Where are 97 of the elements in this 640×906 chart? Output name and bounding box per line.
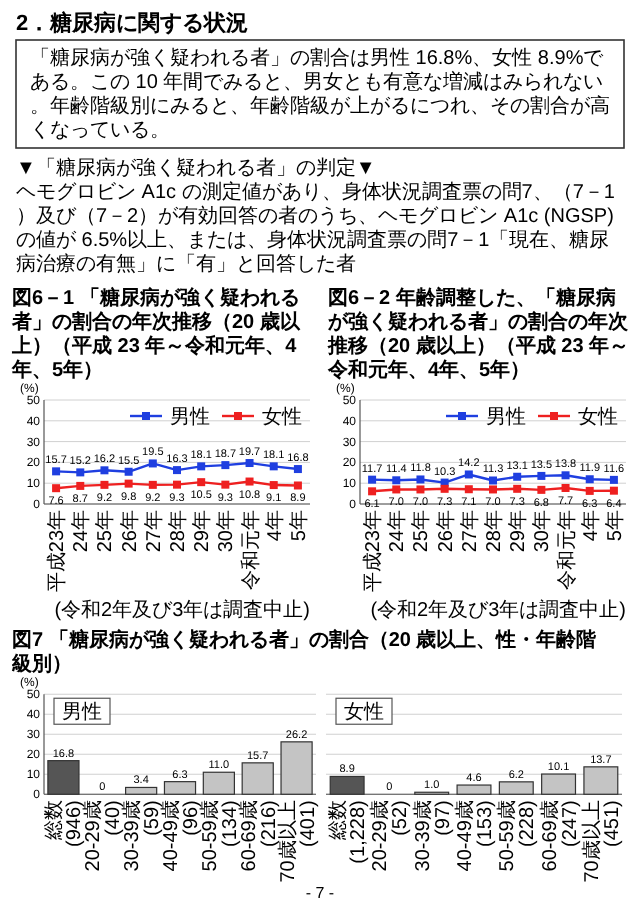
x-tick-label: 25年 xyxy=(93,510,118,553)
point xyxy=(124,467,133,476)
point xyxy=(76,468,85,477)
x-tick-label: 29年 xyxy=(506,510,531,553)
x-tick-label: 4年 xyxy=(578,510,603,542)
x-tick-label: 令和元年 xyxy=(554,510,579,590)
point xyxy=(537,485,546,494)
bar xyxy=(125,786,158,795)
text: 2．糖尿病に関する状況 xyxy=(16,10,249,36)
x-tick-label: 27年 xyxy=(141,510,166,553)
legend-label: 女性 xyxy=(262,405,302,429)
point xyxy=(489,485,497,494)
point xyxy=(197,462,206,471)
x-tick-label: 30-39歳 (97) xyxy=(410,800,455,872)
x-tick-label: 30年 xyxy=(214,510,239,553)
x-tick-label: 29年 xyxy=(190,510,215,553)
legend-label: 男性 xyxy=(170,405,210,429)
point xyxy=(392,485,401,494)
x-tick-label: 40-49歳 (153) xyxy=(453,800,497,872)
x-tick-label: 5年 xyxy=(602,510,627,542)
point xyxy=(173,466,181,475)
bar xyxy=(498,781,534,795)
x-tick-label: 50-59歳 (228) xyxy=(495,800,540,872)
point xyxy=(585,486,594,495)
x-tick-label: 27年 xyxy=(457,510,482,553)
point xyxy=(173,480,181,489)
bar xyxy=(163,781,197,795)
text: (令和2年及び3年は調査中止) xyxy=(370,598,626,623)
point xyxy=(148,459,157,468)
x-tick-label: 20-29歳 (52) xyxy=(368,800,413,872)
x-tick-label: 20-29歳 (40) xyxy=(81,800,126,872)
point xyxy=(609,486,618,495)
point xyxy=(561,483,570,492)
x-tick-label: 24年 xyxy=(385,510,410,553)
point xyxy=(245,477,254,486)
x-tick-label: 4年 xyxy=(262,510,287,542)
point xyxy=(368,475,377,484)
point xyxy=(513,472,522,481)
x-tick-label: 平成23年 xyxy=(45,510,70,593)
point xyxy=(537,471,546,480)
x-tick-label: 60-69歳 (247) xyxy=(537,800,582,872)
x-tick-label: 30年 xyxy=(530,510,555,553)
point xyxy=(269,462,278,471)
x-tick-label: 令和元年 xyxy=(238,510,263,590)
point xyxy=(76,481,85,490)
point xyxy=(100,480,109,489)
point xyxy=(124,479,133,488)
x-tick-label: 24年 xyxy=(69,510,94,553)
point xyxy=(293,481,302,490)
point xyxy=(197,478,206,487)
text: ヘモグロビン A1c の測定値があり、身体状況調査票の問7、（7－1）及び（7－2）が有効回答の者のうち、ヘモグロビン A1c (NGSP)の値が 6.5%以上、または、身体状況調査票の問7－1「現在、糖尿病治療の有無」に「有」と回答した者 xyxy=(16,180,616,276)
point xyxy=(464,485,473,494)
point xyxy=(513,484,522,493)
point xyxy=(52,484,61,493)
point xyxy=(245,459,254,468)
chart-title: 図7 「糖尿病が強く疑われる者」の割合（20 歳以上、性・年齢階級別） xyxy=(10,628,599,677)
legend-label: 男性 xyxy=(486,405,526,429)
point xyxy=(100,466,109,475)
point xyxy=(489,476,497,485)
legend-label: 女性 xyxy=(578,405,618,429)
x-tick-label: 平成23年 xyxy=(361,510,386,593)
x-tick-label: 70歳以上 (451) xyxy=(579,800,624,883)
bar xyxy=(456,784,492,795)
point xyxy=(416,475,425,484)
point xyxy=(293,465,302,474)
point xyxy=(392,476,401,485)
x-tick-label: 総数 (1,228) xyxy=(326,800,371,864)
text: 「糖尿病が強く疑われる者」の割合は男性 16.8%、女性 8.9%である。この 10 年間でみると、男女とも有意な増減はみられない。年齢階級別にみると、年齢階級が上がるにつれ、その割合が高くなっている。 xyxy=(30,46,610,142)
point xyxy=(221,480,230,489)
point xyxy=(416,485,425,494)
point xyxy=(585,475,594,484)
chart-subtitle: 女性 xyxy=(344,700,384,725)
point xyxy=(52,467,61,476)
x-tick-label: 28年 xyxy=(482,510,506,553)
point xyxy=(148,480,157,489)
chart-title: 図6－1 「糖尿病が強く疑われる者」の割合の年次推移（20 歳以上）（平成 23 年～令和元年、4年、5年） xyxy=(10,286,302,382)
point xyxy=(269,481,278,490)
point xyxy=(609,475,618,484)
x-tick-label: 26年 xyxy=(117,510,142,553)
x-tick-label: 30-39歳 (59) xyxy=(120,800,165,872)
point xyxy=(464,470,473,479)
chart-title: 図6－2 年齢調整した、「糖尿病が強く疑われる者」の割合の年次推移（20 歳以上）（平成 23 年～令和元年、4年、5年） xyxy=(326,286,630,382)
x-tick-label: 26年 xyxy=(433,510,458,553)
text: (令和2年及び3年は調査中止) xyxy=(54,598,310,623)
chart-subtitle: 男性 xyxy=(62,700,102,725)
x-tick-label: 70歳以上 (401) xyxy=(275,800,320,883)
text: ▼「糖尿病が強く疑われる者」の判定▼ xyxy=(16,156,376,180)
x-tick-label: 28年 xyxy=(166,510,190,553)
point xyxy=(561,471,570,480)
point xyxy=(440,484,449,493)
x-tick-label: 総数 (946) xyxy=(42,800,87,847)
point xyxy=(368,487,377,496)
x-tick-label: 25年 xyxy=(409,510,434,553)
text: - 7 - xyxy=(305,884,335,902)
x-tick-label: 5年 xyxy=(286,510,311,542)
point xyxy=(221,461,230,470)
x-tick-label: 40-49歳 (96) xyxy=(159,800,203,872)
